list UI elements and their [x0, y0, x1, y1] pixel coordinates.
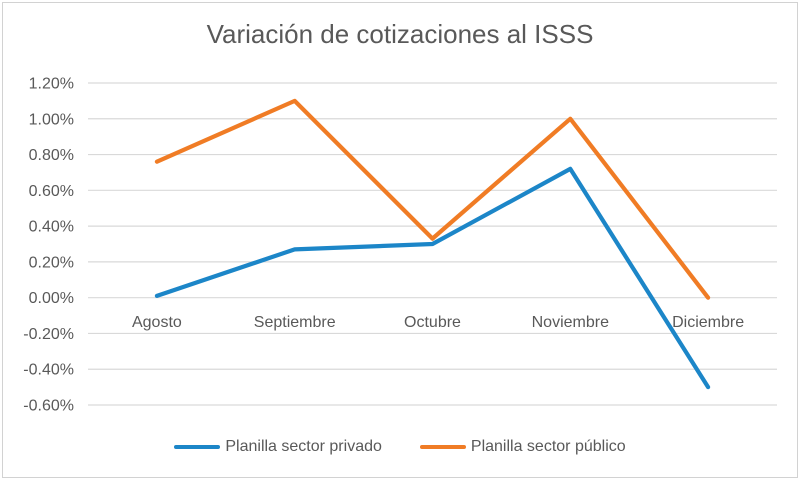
legend-label-privado: Planilla sector privado	[225, 438, 382, 455]
y-tick-label: 1.20%	[29, 76, 74, 93]
x-axis-label: Diciembre	[672, 314, 744, 331]
chart-title: Variación de cotizaciones al ISSS	[206, 19, 594, 49]
legend-swatch-privado-icon	[174, 445, 221, 449]
series-line-publico	[154, 98, 711, 300]
y-tick-label: 0.20%	[29, 254, 74, 271]
y-tick-label: -0.60%	[23, 398, 74, 415]
x-axis-label: Octubre	[404, 314, 461, 331]
x-axis-label: Noviembre	[532, 314, 609, 331]
y-tick-label: 0.80%	[29, 147, 74, 164]
legend: Planilla sector privado Planilla sector …	[0, 438, 800, 456]
y-tick-label: 0.60%	[29, 183, 74, 200]
y-tick-label: 0.00%	[29, 290, 74, 307]
y-tick-label: -0.40%	[23, 362, 74, 379]
legend-item-publico: Planilla sector público	[419, 438, 626, 456]
series-line-privado	[154, 166, 711, 390]
y-tick-label: 1.00%	[29, 111, 74, 128]
x-axis-label: Agosto	[132, 314, 182, 331]
x-axis-label: Septiembre	[254, 314, 336, 331]
legend-label-publico: Planilla sector público	[470, 438, 626, 455]
legend-item-privado: Planilla sector privado	[174, 438, 382, 456]
y-tick-label: 0.40%	[29, 219, 74, 236]
y-tick-label: -0.20%	[23, 326, 74, 343]
legend-swatch-publico-icon	[419, 445, 466, 449]
